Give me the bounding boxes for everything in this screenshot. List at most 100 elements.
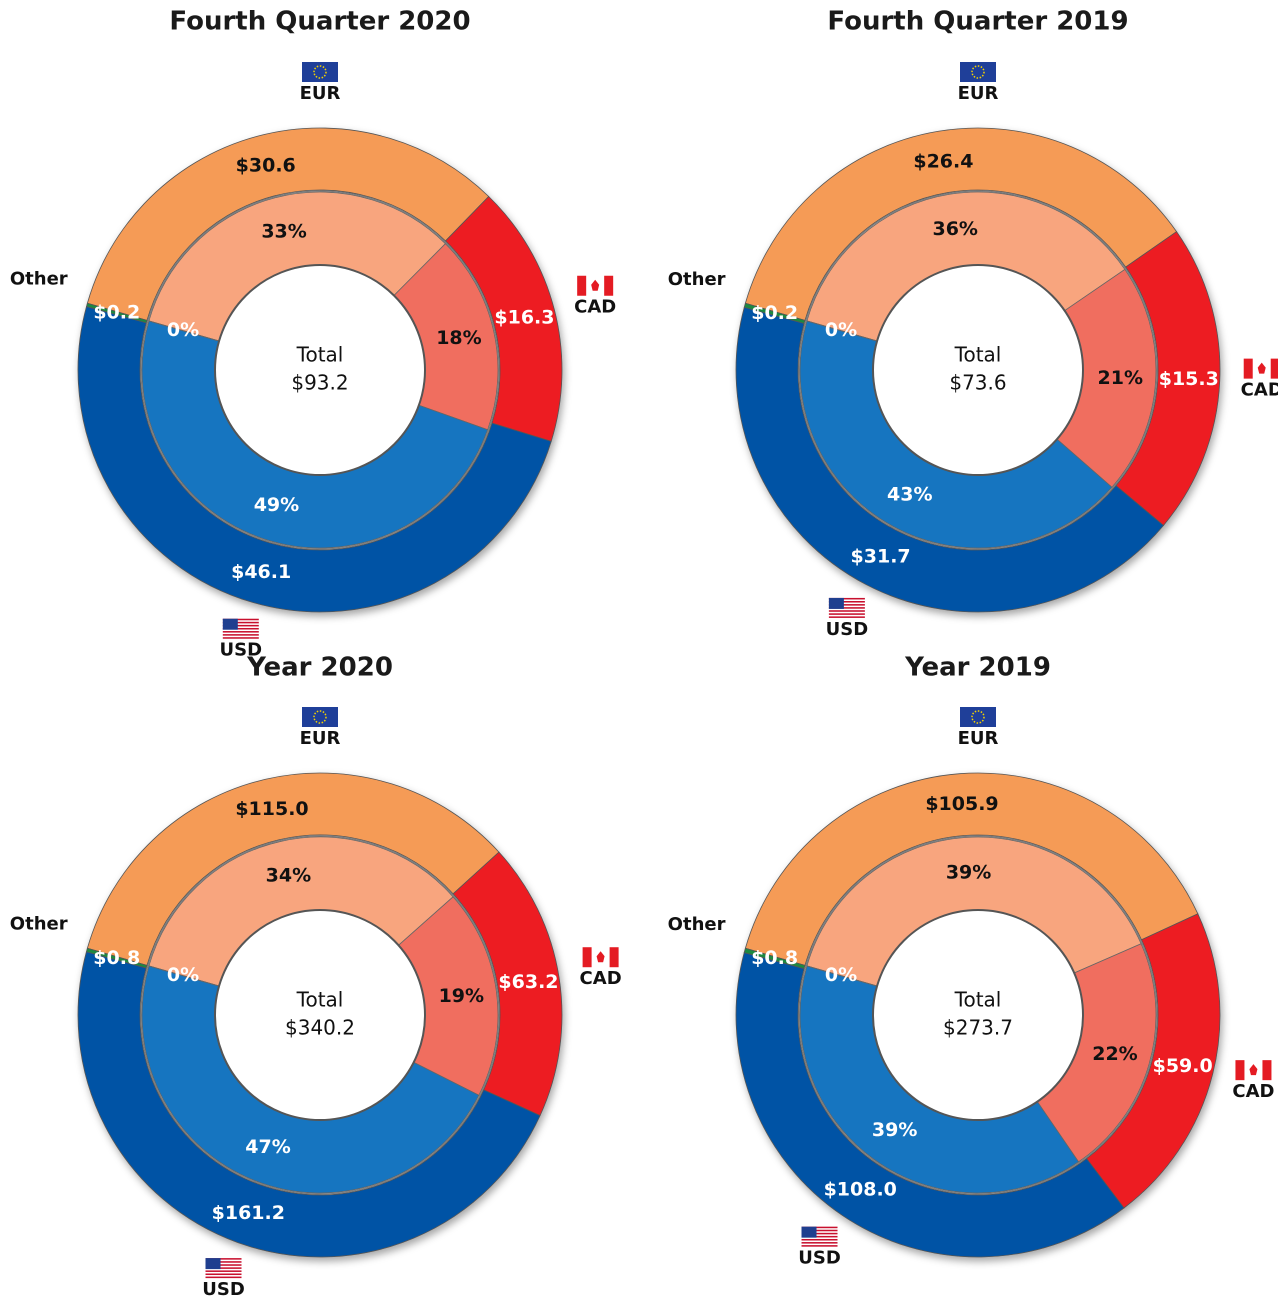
outer-value-label: $15.3 (1159, 368, 1219, 390)
flag-eur (960, 62, 996, 82)
inner-value-label: 22% (1092, 1043, 1137, 1065)
flag-leaf (1249, 1064, 1258, 1076)
flag-cad-l (577, 275, 587, 296)
flag-stripe (205, 1273, 242, 1276)
flag-stripe (801, 1245, 838, 1247)
rings (77, 127, 563, 613)
flag-stripe (205, 1276, 242, 1279)
total-label: $93.2 (291, 371, 348, 395)
outer-value-label: $16.3 (494, 306, 554, 328)
outer-segment (744, 127, 1178, 321)
outer-value-label: $108.0 (824, 1179, 897, 1201)
category-label: USD (202, 1279, 245, 1300)
flag-cad-r (609, 947, 619, 968)
flag-stripe (222, 631, 259, 633)
flag-stripe (801, 1226, 838, 1229)
outer-segment (86, 772, 500, 966)
flag-eur (302, 62, 338, 82)
center-label: Total (296, 988, 344, 1012)
flag-cad-r (1270, 358, 1278, 379)
outer-value-label: $0.2 (93, 302, 140, 324)
outer-value-label: $0.8 (751, 947, 798, 969)
category-label: CAD (580, 968, 622, 989)
center-label: Total (296, 343, 344, 367)
donut-chart: Fourth Quarter 2020 Total $93.2 $30.6 33% EUR… (10, 7, 616, 661)
flag-stripe (801, 1229, 838, 1232)
chart-title: Fourth Quarter 2020 (169, 7, 470, 37)
inner-value-label: 39% (946, 861, 991, 883)
inner-value-label: 43% (887, 484, 932, 506)
outer-segment (743, 302, 806, 324)
flag-stripe (828, 616, 865, 618)
flag-stripe (828, 610, 865, 612)
flag-stripe (205, 1261, 242, 1263)
total-label: $340.2 (285, 1016, 355, 1040)
inner-value-label: 0% (825, 964, 857, 986)
outer-segment (77, 305, 552, 613)
flag-stripe (801, 1238, 838, 1241)
category-label: CAD (574, 297, 616, 318)
rings (735, 127, 1221, 613)
flag-stars (313, 65, 327, 79)
flag-stripe (828, 597, 865, 600)
inner-value-label: 49% (254, 494, 299, 516)
flag-stars (971, 65, 985, 79)
flag-cad-l (582, 947, 592, 968)
category-label: CAD (1241, 380, 1278, 401)
donut-chart: Year 2020 Total $340.2 $115.0 34% EUR $63.2 19%… (10, 653, 622, 1301)
flag-stripe (222, 637, 259, 639)
total-label: $73.6 (949, 371, 1006, 395)
flag-stripe (222, 621, 259, 624)
inner-value-label: 21% (1098, 367, 1143, 389)
flag-stripe (828, 607, 865, 609)
flag-stripe (222, 624, 259, 627)
hole (872, 909, 1084, 1121)
flag-canton (205, 1258, 221, 1270)
outer-segment (86, 127, 490, 321)
inner-value-label: 0% (167, 964, 199, 986)
flag-eur (302, 707, 338, 727)
outer-value-label: $161.2 (212, 1202, 285, 1224)
flag-leaf (591, 279, 600, 291)
chart-title: Year 2020 (246, 653, 393, 683)
category-label: USD (798, 1248, 841, 1269)
flag-stripe (828, 601, 865, 603)
outer-value-label: $105.9 (925, 793, 998, 815)
inner-value-label: 47% (245, 1136, 290, 1158)
ring-border (140, 190, 500, 550)
outer-value-label: $0.2 (751, 302, 798, 324)
category-label: USD (826, 619, 869, 640)
flag-stripe (205, 1258, 242, 1260)
flag-stripe (222, 618, 259, 621)
ring-border (140, 835, 500, 1195)
rings (77, 772, 563, 1258)
flag-cad-l (1235, 1060, 1245, 1081)
flag-stripe (828, 604, 865, 606)
flag-leaf (1257, 362, 1266, 374)
category-label: Other (10, 268, 68, 289)
flag-cad-r (1262, 1060, 1272, 1081)
inner-value-label: 0% (825, 319, 857, 341)
flag-canton (222, 618, 238, 630)
flag-stripe (222, 634, 259, 636)
flag-stripe (801, 1235, 838, 1238)
inner-value-label: 33% (261, 221, 306, 243)
inner-value-label: 36% (932, 218, 977, 240)
flag-stars (313, 710, 327, 724)
outer-value-label: $30.6 (236, 155, 296, 177)
donut-chart: Fourth Quarter 2019 Total $73.6 $26.4 36% EUR… (668, 7, 1278, 640)
outer-value-label: $26.4 (913, 150, 973, 172)
flag-eur (960, 707, 996, 727)
donut-chart: Year 2019 Total $273.7 $105.9 39% EUR $59.0 22%… (668, 653, 1275, 1269)
hole (214, 264, 426, 476)
hole (872, 264, 1084, 476)
flag-stripe (801, 1232, 838, 1235)
category-label: EUR (958, 83, 999, 104)
category-label: Other (668, 269, 726, 290)
inner-value-label: 18% (436, 327, 481, 349)
ring-border (798, 190, 1158, 550)
hole (214, 909, 426, 1121)
ring-border (798, 835, 1158, 1195)
chart-title: Year 2019 (904, 653, 1051, 683)
rings (735, 772, 1221, 1258)
